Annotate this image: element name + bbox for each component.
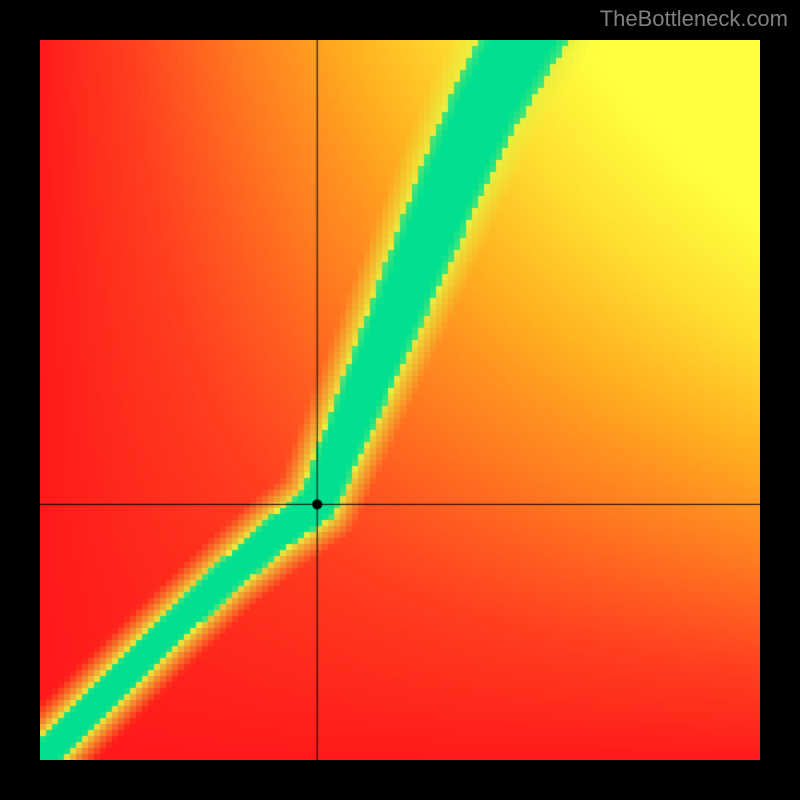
heatmap-canvas — [40, 40, 760, 760]
chart-container: TheBottleneck.com — [0, 0, 800, 800]
watermark-text: TheBottleneck.com — [600, 6, 788, 32]
plot-area — [40, 40, 760, 760]
